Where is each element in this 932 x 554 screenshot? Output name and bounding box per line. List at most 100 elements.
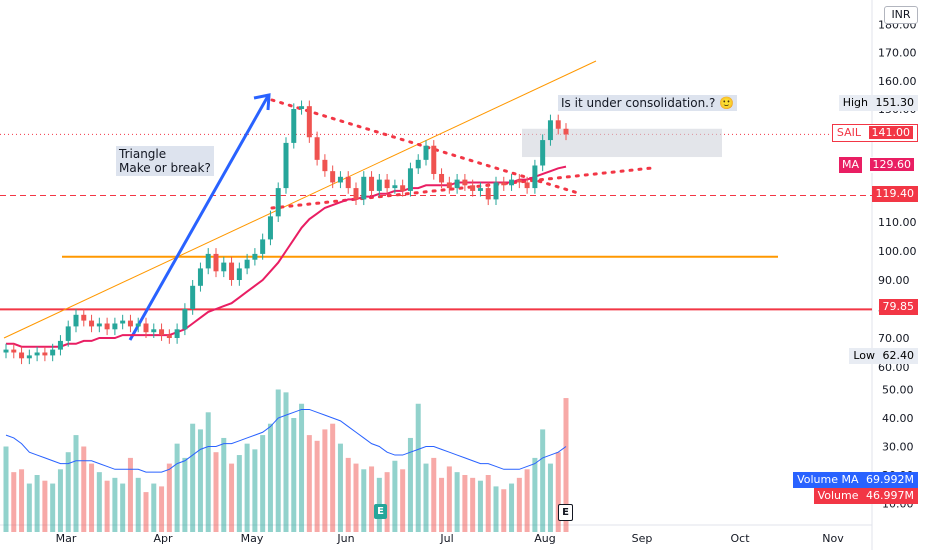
price-tick-label: 70.00 — [878, 332, 910, 345]
volume-bar — [221, 437, 227, 532]
volume-bar — [81, 446, 87, 532]
candle-body — [89, 320, 95, 327]
currency-label[interactable]: INR — [884, 6, 918, 24]
candle-body — [42, 352, 48, 356]
volume-ma-tag: Volume MA 69.992M — [793, 472, 918, 488]
volume-bar — [563, 398, 569, 532]
volume-bar — [19, 469, 25, 532]
volume-bar — [260, 435, 266, 532]
price-tick-label: 110.00 — [878, 216, 917, 229]
candle-body — [501, 182, 507, 186]
sail-tag: SAIL 141.00 — [831, 124, 918, 142]
time-tick-label: May — [241, 532, 264, 545]
volume-bar — [190, 423, 196, 532]
volume-bar — [57, 469, 63, 532]
candle-body — [563, 128, 569, 135]
volume-bar — [143, 492, 149, 532]
volume-bar — [174, 443, 180, 532]
volume-bar — [540, 429, 546, 532]
volume-bar — [291, 418, 297, 532]
impulse-arrow-head — [253, 93, 271, 111]
volume-bar — [400, 469, 406, 532]
candle-body — [462, 179, 468, 186]
candle-body — [73, 314, 79, 327]
candle-body — [96, 323, 102, 327]
volume-bar — [454, 472, 460, 532]
level-79-tag: 79.85 — [878, 299, 918, 315]
price-tick-label: 60.00 — [878, 361, 910, 374]
candle-body — [299, 106, 305, 109]
volume-bar — [229, 463, 235, 532]
candle-body — [135, 323, 141, 327]
volume-bar — [532, 457, 538, 532]
candle-body — [376, 179, 382, 191]
volume-tick-label: 30.00 — [882, 441, 914, 454]
volume-bar — [407, 437, 413, 532]
volume-bar — [244, 443, 250, 532]
candle-body — [314, 137, 320, 160]
volume-bar — [89, 463, 95, 532]
volume-bar — [415, 403, 421, 532]
volume-tick-label: 50.00 — [882, 384, 914, 397]
volume-tag: Volume 46.997M — [813, 488, 918, 504]
triangle-annotation[interactable]: Triangle Make or break? — [116, 146, 214, 176]
volume-bar — [166, 463, 172, 532]
earnings-badge[interactable]: E — [374, 504, 387, 519]
sail-tag-value: 141.00 — [868, 126, 913, 139]
volume-bar — [322, 429, 328, 532]
candle-body — [353, 188, 359, 200]
candle-body — [236, 268, 242, 280]
candle-body — [244, 259, 250, 269]
volume-bar — [34, 475, 40, 532]
candle-body — [439, 173, 445, 183]
candle-body — [330, 171, 336, 183]
price-tick-label: 170.00 — [878, 47, 917, 60]
volume-ma-line — [5, 408, 567, 473]
volume-bar — [205, 412, 211, 532]
volume-bar — [182, 457, 188, 532]
candle-body — [190, 285, 196, 309]
candle-body — [221, 262, 227, 272]
candle-body — [182, 309, 188, 330]
volume-bar — [369, 466, 375, 532]
sail-tag-label: SAIL — [836, 126, 861, 139]
candle-body — [454, 179, 460, 189]
ma-tag-value: 129.60 — [869, 158, 914, 171]
volume-ma-tag-value: 69.992M — [866, 473, 914, 486]
volume-bar — [159, 486, 165, 532]
level-119-tag: 119.40 — [871, 186, 918, 202]
candle-body — [345, 176, 351, 189]
volume-bar — [314, 440, 320, 532]
candle-body — [423, 145, 429, 160]
volume-bar — [485, 475, 491, 532]
candle-body — [555, 120, 561, 129]
volume-bar — [501, 489, 507, 532]
volume-bar — [26, 483, 32, 532]
consolidation-annotation[interactable]: Is it under consolidation.? 🙂 — [558, 95, 738, 111]
volume-bar — [516, 477, 522, 532]
candle-body — [369, 176, 375, 191]
volume-bar — [73, 435, 79, 532]
volume-bar — [353, 463, 359, 532]
time-tick-label: Aug — [534, 532, 555, 545]
volume-bar — [423, 463, 429, 532]
candle-body — [112, 323, 118, 330]
high-tag-label: High — [842, 96, 868, 109]
candle-body — [400, 185, 406, 191]
candle-body — [127, 320, 133, 327]
volume-bar — [345, 457, 351, 532]
earnings-badge-upcoming[interactable]: E — [558, 504, 573, 521]
volume-bar — [120, 483, 126, 532]
volume-bar — [104, 480, 110, 532]
time-tick-label: Sep — [632, 532, 653, 545]
volume-bar — [11, 472, 17, 532]
candle-body — [159, 329, 165, 336]
volume-bar — [135, 477, 141, 532]
triangle-annotation-line2: Make or break? — [119, 161, 211, 175]
candle-body — [547, 120, 553, 141]
triangle-annotation-line1: Triangle — [119, 147, 167, 161]
volume-bar — [50, 483, 56, 532]
candle-body — [361, 176, 367, 200]
